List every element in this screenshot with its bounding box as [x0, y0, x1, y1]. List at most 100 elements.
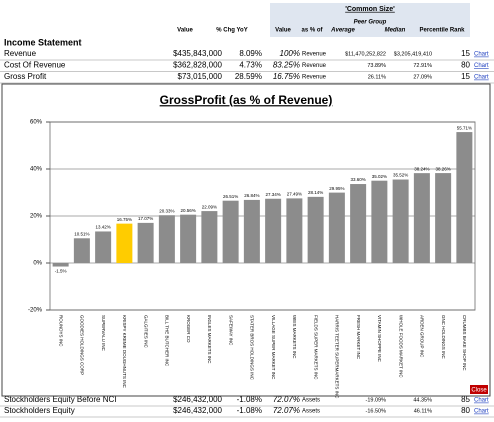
cell: Revenue — [302, 75, 327, 81]
value-label: 38.26% — [435, 166, 450, 171]
x-tick-label: GOODIES HOLDINGS CORP — [80, 315, 85, 375]
cell: $73,015,000 — [178, 72, 223, 81]
cell: 83.25% — [273, 61, 300, 70]
cell: 72.07% — [273, 406, 300, 415]
bar — [307, 196, 324, 263]
bar — [116, 223, 133, 263]
x-tick-label: VILLAGE SUPER MARKET INC — [271, 315, 276, 380]
chart-title: GrossProfit (as % of Revenue) — [160, 93, 333, 107]
cell: -16.50% — [366, 408, 387, 414]
column-header: Value — [275, 28, 291, 34]
value-label: 29.95% — [329, 186, 344, 191]
x-tick-label: FRESH MARKET INC — [356, 315, 361, 360]
value-label: 27.34% — [265, 192, 280, 197]
value-label: 20.56% — [180, 208, 195, 213]
cell: Revenue — [4, 49, 37, 58]
cell: 4.73% — [239, 61, 262, 70]
value-label: 35.02% — [372, 174, 387, 179]
cell: $11,470,252,822 — [345, 51, 386, 57]
cell: $246,432,000 — [173, 406, 222, 415]
column-header: Median — [385, 28, 406, 34]
value-label: 26.84% — [244, 193, 259, 198]
value-label: 26.51% — [223, 194, 238, 199]
bar — [413, 173, 430, 263]
column-header: Average — [330, 28, 355, 34]
cell: -19.09% — [366, 397, 387, 403]
bar — [158, 215, 175, 263]
value-label: 38.24% — [414, 166, 429, 171]
cell: 85 — [461, 395, 470, 404]
cell: -1.08% — [237, 406, 262, 415]
cell: Gross Profit — [4, 72, 47, 81]
x-tick-label: KRISPY KREME DOUGHNUTS INC — [122, 315, 127, 389]
cell: $362,828,000 — [173, 61, 222, 70]
chart-link[interactable]: Chart — [474, 63, 489, 69]
cell: 72.91% — [413, 63, 432, 69]
chart-link[interactable]: Chart — [474, 398, 489, 404]
cell: 27.09% — [413, 74, 432, 80]
cell: Revenue — [302, 63, 327, 69]
x-tick-label: INGLES MARKETS INC — [207, 315, 212, 364]
value-label: 13.42% — [95, 225, 110, 230]
chart-link[interactable]: Chart — [474, 52, 489, 58]
cell: 8.09% — [239, 49, 262, 58]
cell: 16.75% — [273, 72, 300, 81]
bar — [265, 198, 282, 263]
cell: 26.11% — [368, 74, 386, 80]
bar — [73, 238, 90, 263]
bar — [286, 198, 303, 263]
value-label: 10.51% — [74, 231, 89, 236]
x-tick-label: CRUMBS BAKE SHOP INC — [462, 315, 467, 371]
bar — [201, 211, 218, 263]
column-header: as % of — [301, 28, 323, 34]
cell: 15 — [461, 72, 470, 81]
bar — [392, 179, 409, 263]
cell: 73.89% — [367, 63, 386, 69]
cell: -1.08% — [237, 395, 262, 404]
close-button[interactable] — [470, 385, 488, 394]
bar — [95, 231, 112, 263]
cell: 15 — [461, 49, 470, 58]
value-label: 55.71% — [457, 125, 472, 130]
bar — [435, 173, 452, 263]
cell: Stockholders Equity — [4, 406, 75, 415]
close-label[interactable]: Close — [471, 388, 487, 394]
cell: $435,843,000 — [173, 49, 222, 58]
x-tick-label: WEIS MARKETS INC — [292, 315, 297, 359]
x-tick-label: BILL THE BUTCHER INC — [165, 315, 170, 367]
common-size-band — [270, 3, 470, 37]
cell: 80 — [461, 406, 470, 415]
cell: 72.07% — [273, 395, 300, 404]
y-tick-label: 0% — [33, 261, 42, 267]
cell: $3,205,419,410 — [394, 51, 432, 57]
y-tick-label: 20% — [30, 214, 43, 220]
cell: Stockholders Equity Before NCI — [4, 395, 117, 404]
cell: Assets — [302, 409, 320, 415]
group-header: 'Common Size' — [345, 6, 395, 13]
chart-link[interactable]: Chart — [474, 409, 489, 415]
column-header: Value — [177, 28, 193, 34]
value-label: 28.14% — [308, 190, 323, 195]
value-label: 22.09% — [202, 204, 217, 209]
value-label: -1.5% — [55, 269, 67, 274]
cell: 100% — [280, 49, 300, 58]
cell: 46.11% — [414, 408, 432, 414]
value-label: 27.49% — [287, 192, 302, 197]
bar — [456, 132, 473, 263]
bar — [350, 184, 367, 263]
y-tick-label: 60% — [30, 120, 43, 126]
cell: Cost Of Revenue — [4, 61, 66, 70]
y-tick-label: -20% — [28, 308, 43, 314]
cell: 28.59% — [235, 72, 262, 81]
x-tick-label: GNC HOLDINGS INC — [441, 315, 446, 360]
column-header: Peer Group — [354, 20, 387, 26]
bar — [52, 263, 69, 267]
value-label: 16.75% — [117, 217, 132, 222]
cell: 80 — [461, 61, 470, 70]
chart-link[interactable]: Chart — [474, 75, 489, 81]
x-tick-label: SUPERVALU INC — [101, 315, 106, 352]
bar — [180, 214, 197, 263]
bar — [371, 180, 388, 263]
bar — [222, 200, 239, 263]
